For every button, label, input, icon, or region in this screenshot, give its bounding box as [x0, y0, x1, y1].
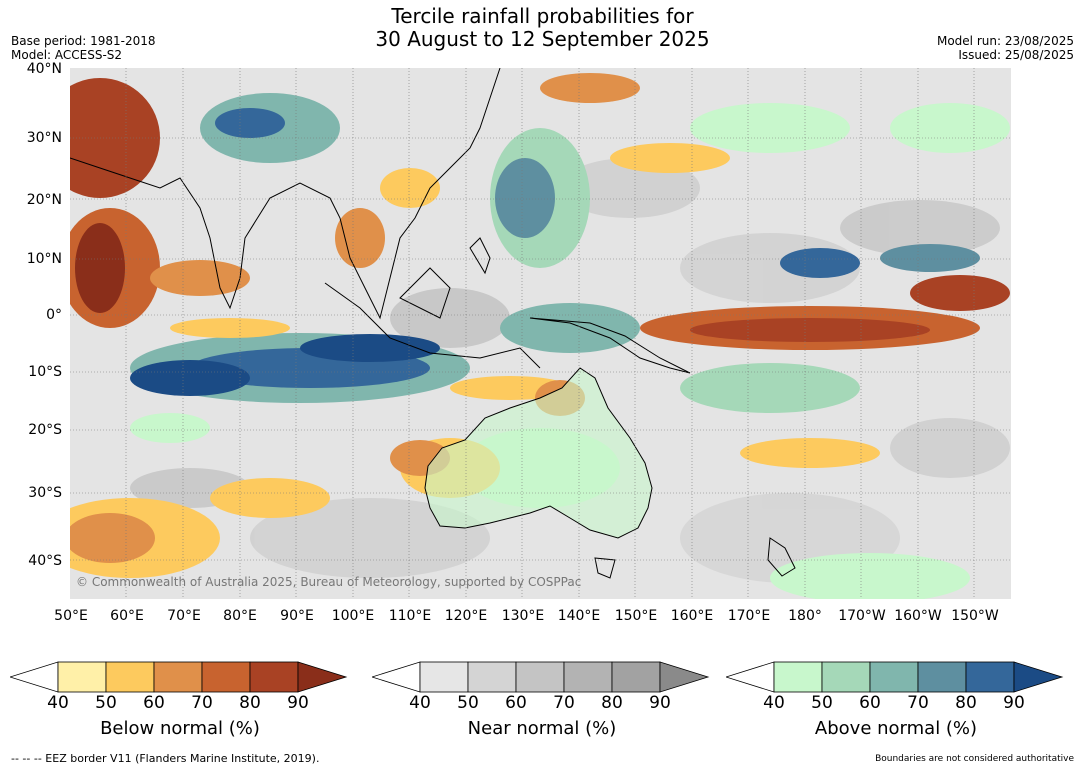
model-run: Model run: 23/08/2025 [936, 34, 1074, 48]
colorbar-extend-high [1013, 661, 1064, 693]
lon-label: 90°E [280, 608, 314, 624]
colorbar-tick-label: 50 [457, 693, 479, 713]
colorbar-label-near: Near normal (%) [467, 718, 617, 739]
indonesia-coastline [324, 282, 541, 369]
colorbar-tick-label: 40 [409, 693, 431, 713]
colorbar-segment [917, 661, 967, 693]
lon-label: 150°E [614, 608, 658, 624]
colorbar-tick-label: 40 [47, 693, 69, 713]
colorbar-tick-label: 50 [811, 693, 833, 713]
lon-label: 80°E [223, 608, 257, 624]
colorbar-label-above: Above normal (%) [814, 718, 978, 739]
colorbar-extend-low [10, 661, 59, 693]
colorbar-tick-label: 90 [1003, 693, 1025, 713]
colorbar-segment [249, 661, 299, 693]
colorbar-segment [869, 661, 919, 693]
colorbar-tick-label: 60 [859, 693, 881, 713]
colorbar-segment [563, 661, 613, 693]
colorbar-tick-label: 60 [505, 693, 527, 713]
colorbar-tick-label: 80 [239, 693, 261, 713]
borneo-outline [399, 267, 451, 319]
colorbar-tick-label: 90 [649, 693, 671, 713]
colorbar-segment [153, 661, 203, 693]
lat-label-30n: 30°N [26, 130, 62, 146]
colorbar-segment [467, 661, 517, 693]
model-name: Model: ACCESS-S2 [11, 48, 123, 62]
colorbar-segment [201, 661, 251, 693]
asia-coastline [70, 68, 501, 320]
lon-label: 170°E [727, 608, 771, 624]
colorbar-tick-label: 40 [763, 693, 785, 713]
new-guinea-outline [529, 317, 691, 374]
lon-label: 150°W [951, 608, 999, 624]
lat-label-40n: 40°N [26, 61, 62, 77]
lon-label: 70°E [167, 608, 201, 624]
lon-label: 170°W [838, 608, 886, 624]
map-copyright: © Commonwealth of Australia 2025, Bureau… [76, 575, 581, 589]
lat-label-10s: 10°S [28, 364, 62, 380]
colorbar-segment [773, 661, 823, 693]
lon-label: 110°E [388, 608, 432, 624]
lon-label: 140°E [557, 608, 601, 624]
map-title-line2: 30 August to 12 September 2025 [375, 27, 710, 51]
colorbar-tick-label: 80 [601, 693, 623, 713]
footer-eez-note: -- -- -- EEZ border V11 (Flanders Marine… [11, 752, 320, 765]
lat-label-30s: 30°S [28, 485, 62, 501]
near-normal-regions [130, 158, 1010, 583]
lon-label: 160°W [894, 608, 942, 624]
colorbar-label-below: Below normal (%) [100, 718, 260, 739]
colorbar-segment [57, 661, 107, 693]
colorbar-tick-label: 80 [955, 693, 977, 713]
colorbar-segment [611, 661, 661, 693]
lat-label-40s: 40°S [28, 553, 62, 569]
lon-label: 60°E [110, 608, 144, 624]
lat-label-10n: 10°N [26, 251, 62, 267]
lon-label: 120°E [444, 608, 488, 624]
lon-label: 50°E [54, 608, 88, 624]
lon-label: 180° [788, 608, 822, 624]
lat-label-20s: 20°S [28, 422, 62, 438]
base-period: Base period: 1981-2018 [11, 34, 156, 48]
colorbar-extend-high [297, 661, 348, 693]
issued-date: Issued: 25/08/2025 [958, 48, 1074, 62]
colorbar-segment [965, 661, 1015, 693]
colorbar-segment [515, 661, 565, 693]
graticule [70, 68, 1011, 599]
colorbar-above-normal [726, 661, 1064, 693]
tasmania-outline [594, 557, 616, 579]
colorbar-tick-label: 60 [143, 693, 165, 713]
colorbar-tick-label: 70 [553, 693, 575, 713]
colorbar-below-normal [10, 661, 348, 693]
lat-label-eq: 0° [46, 307, 62, 323]
rainfall-probability-map: © Commonwealth of Australia 2025, Bureau… [70, 68, 1011, 599]
colorbar-extend-low [372, 661, 421, 693]
philippines-outline [469, 237, 491, 275]
colorbar-tick-label: 70 [191, 693, 213, 713]
footer-disclaimer: Boundaries are not considered authoritat… [875, 754, 1074, 764]
colorbar-segment [821, 661, 871, 693]
colorbar-extend-high [659, 661, 710, 693]
colorbar-tick-label: 70 [907, 693, 929, 713]
lat-label-20n: 20°N [26, 192, 62, 208]
colorbar-segment [105, 661, 155, 693]
lon-label: 160°E [670, 608, 714, 624]
colorbar-extend-low [726, 661, 775, 693]
map-title-line1: Tercile rainfall probabilities for [391, 4, 694, 28]
new-zealand-outline [767, 537, 796, 577]
australia-outline [424, 367, 653, 539]
colorbar-near-normal [372, 661, 710, 693]
lon-label: 100°E [331, 608, 375, 624]
lon-label: 130°E [501, 608, 545, 624]
colorbar-segment [419, 661, 469, 693]
below-normal-regions [70, 73, 1010, 578]
colorbar-tick-label: 50 [95, 693, 117, 713]
colorbar-tick-label: 90 [287, 693, 309, 713]
